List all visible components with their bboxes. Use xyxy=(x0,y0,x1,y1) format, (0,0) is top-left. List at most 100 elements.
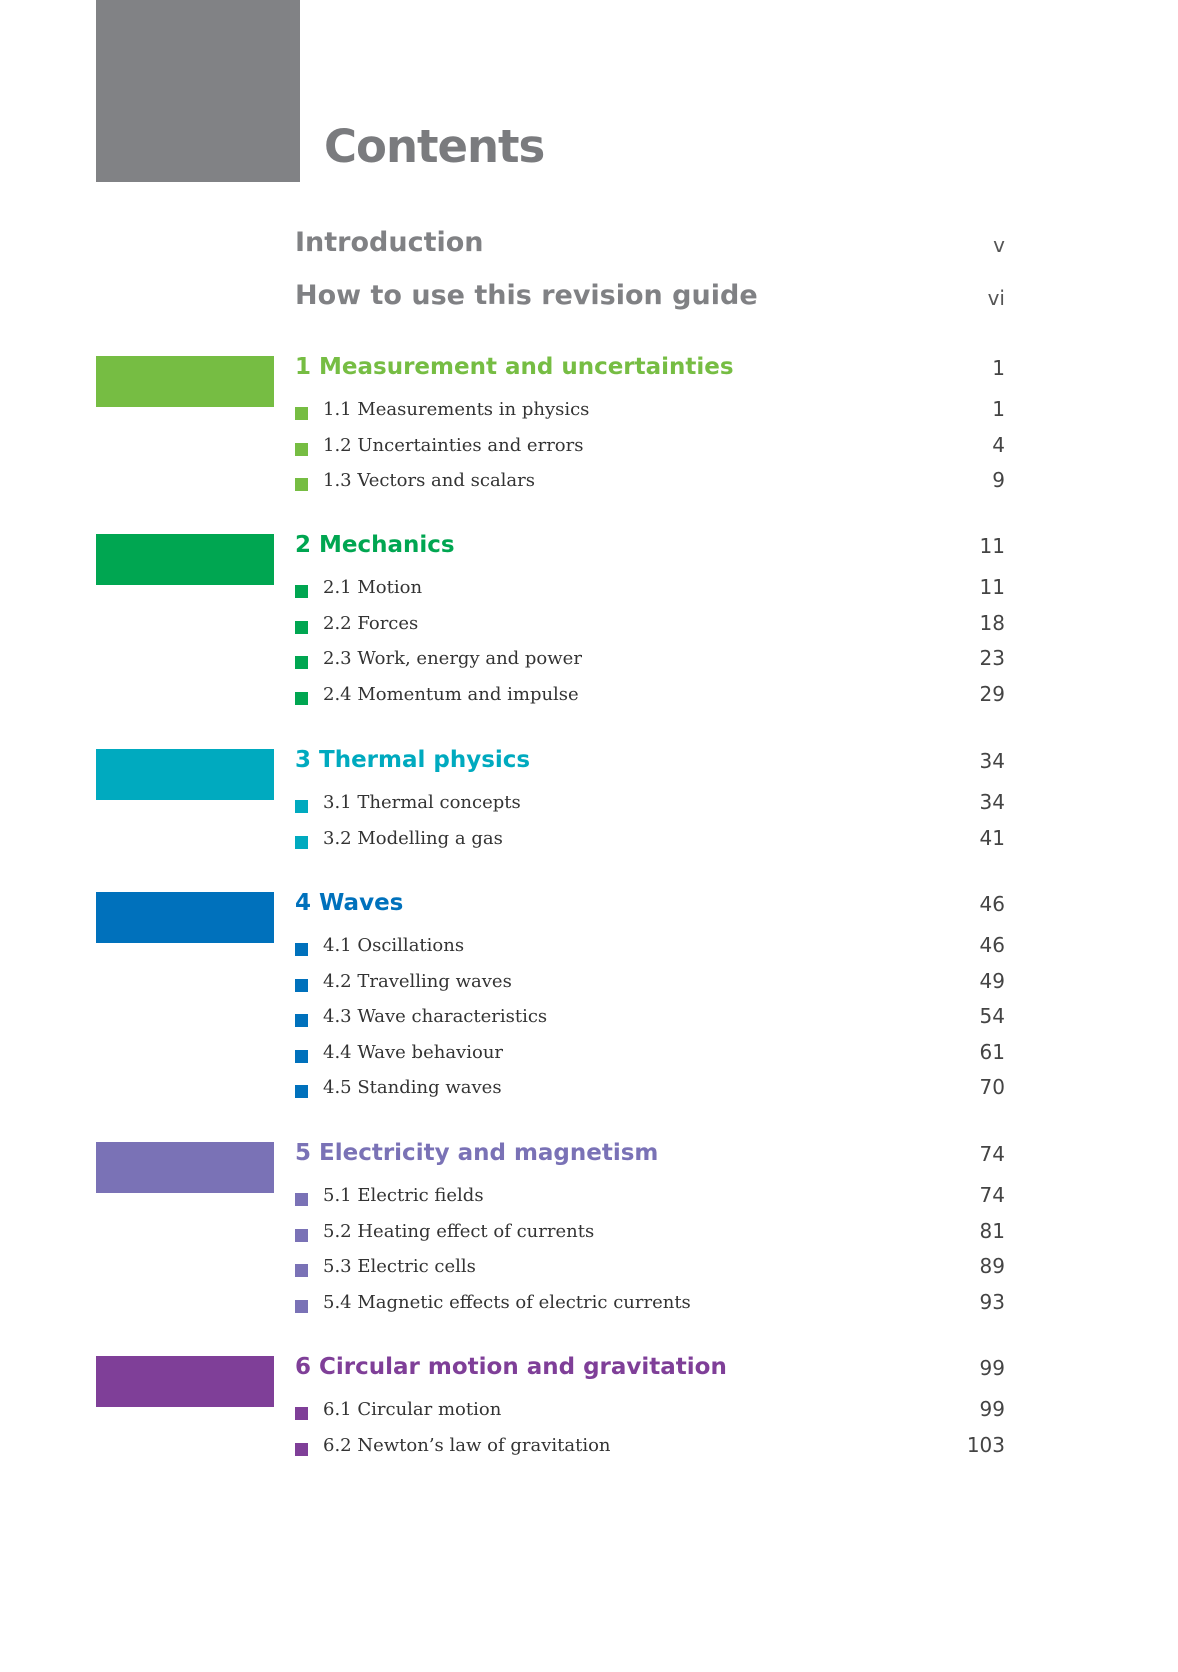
topic-row[interactable]: 2.2 Forces 18 xyxy=(295,610,1005,641)
entry-label: How to use this revision guide xyxy=(295,280,758,311)
topic-page: 41 xyxy=(979,825,1005,850)
bullet-square-icon xyxy=(295,978,308,992)
topic-row[interactable]: 5.4 Magnetic effects of electric current… xyxy=(295,1289,1005,1320)
chapter-page: 46 xyxy=(979,892,1005,916)
bullet-square-icon xyxy=(295,1442,308,1456)
chapter-heading[interactable]: 4 Waves 46 xyxy=(295,890,1005,916)
chapter-heading[interactable]: 1 Measurement and uncertainties 1 xyxy=(295,354,1005,380)
chapter-heading[interactable]: 2 Mechanics 11 xyxy=(295,532,1005,558)
topic-page: 93 xyxy=(979,1289,1005,1314)
topic-label: 3.2 Modelling a gas xyxy=(323,827,503,849)
topic-row[interactable]: 6.1 Circular motion 99 xyxy=(295,1397,1005,1427)
topic-row[interactable]: 2.1 Motion 11 xyxy=(295,575,1005,605)
topic-label: 2.2 Forces xyxy=(323,612,419,634)
bullet-square-icon xyxy=(295,478,308,491)
chapter-page: 11 xyxy=(979,534,1005,558)
chapter-page: 1 xyxy=(992,356,1005,380)
topic-label: 4.1 Oscillations xyxy=(323,935,465,956)
topic-row[interactable]: 2.3 Work, energy and power 23 xyxy=(295,646,1005,676)
chapter-color-bar xyxy=(96,892,274,943)
topic-label: 1.3 Vectors and scalars xyxy=(323,470,536,491)
chapter-title: 3 Thermal physics xyxy=(295,747,531,773)
topic-row[interactable]: 4.1 Oscillations 46 xyxy=(295,933,1005,963)
topic-page: 18 xyxy=(979,610,1005,635)
chapter-page: 74 xyxy=(979,1142,1005,1166)
topic-page: 54 xyxy=(979,1004,1005,1028)
topic-row[interactable]: 4.2 Travelling waves 49 xyxy=(295,969,1005,999)
entry-page: v xyxy=(993,233,1005,257)
entry-label: Introduction xyxy=(295,227,484,258)
topic-row[interactable]: 3.2 Modelling a gas 41 xyxy=(295,825,1005,856)
topic-row[interactable]: 6.2 Newton’s law of gravitation 103 xyxy=(295,1432,1005,1463)
chapter-heading[interactable]: 5 Electricity and magnetism 74 xyxy=(295,1140,1005,1166)
bullet-square-icon xyxy=(295,943,308,956)
topic-label: 2.3 Work, energy and power xyxy=(323,648,582,669)
topic-row[interactable]: 3.1 Thermal concepts 34 xyxy=(295,790,1005,820)
topic-row[interactable]: 5.1 Electric fields 74 xyxy=(295,1183,1005,1213)
topic-page: 4 xyxy=(992,432,1005,457)
bullet-square-icon xyxy=(295,691,308,705)
bullet-square-icon xyxy=(295,1264,308,1277)
bullet-square-icon xyxy=(295,1299,308,1313)
topic-page: 99 xyxy=(979,1397,1005,1421)
chapter-title: 5 Electricity and magnetism xyxy=(295,1140,659,1166)
topic-label: 1.1 Measurements in physics xyxy=(323,399,590,420)
topic-row[interactable]: 1.3 Vectors and scalars 9 xyxy=(295,468,1005,498)
topic-row[interactable]: 5.3 Electric cells 89 xyxy=(295,1254,1005,1284)
topic-row[interactable]: 1.1 Measurements in physics 1 xyxy=(295,397,1005,427)
chapter-heading[interactable]: 3 Thermal physics 34 xyxy=(295,747,1005,773)
chapter-color-bar xyxy=(96,534,274,585)
topic-page: 74 xyxy=(979,1183,1005,1207)
chapter-color-bar xyxy=(96,749,274,800)
chapter-title: 4 Waves xyxy=(295,890,404,916)
topic-label: 2.1 Motion xyxy=(323,577,423,598)
topic-label: 6.2 Newton’s law of gravitation xyxy=(323,1434,611,1456)
bullet-square-icon xyxy=(295,800,308,813)
bullet-square-icon xyxy=(295,442,308,456)
chapter-color-bar xyxy=(96,356,274,407)
toc-entry-how-to-use[interactable]: How to use this revision guide vi xyxy=(295,280,1005,311)
topic-page: 70 xyxy=(979,1075,1005,1099)
topic-page: 34 xyxy=(979,790,1005,814)
chapter-title: 6 Circular motion and gravitation xyxy=(295,1354,727,1380)
entry-page: vi xyxy=(987,286,1005,310)
topic-label: 5.4 Magnetic effects of electric current… xyxy=(323,1291,691,1313)
topic-row[interactable]: 5.2 Heating effect of currents 81 xyxy=(295,1218,1005,1249)
toc-entry-introduction[interactable]: Introduction v xyxy=(295,227,1005,258)
header-gray-block xyxy=(96,0,300,182)
bullet-square-icon xyxy=(295,1228,308,1242)
bullet-square-icon xyxy=(295,1085,308,1098)
topic-page: 23 xyxy=(979,646,1005,670)
topic-page: 81 xyxy=(979,1218,1005,1243)
bullet-square-icon xyxy=(295,407,308,420)
topic-page: 9 xyxy=(992,468,1005,492)
chapter-title: 2 Mechanics xyxy=(295,532,455,558)
bullet-square-icon xyxy=(295,1049,308,1063)
topic-label: 1.2 Uncertainties and errors xyxy=(323,434,584,456)
topic-page: 1 xyxy=(992,397,1005,421)
chapter-color-bar xyxy=(96,1142,274,1193)
topic-label: 2.4 Momentum and impulse xyxy=(323,683,579,705)
bullet-square-icon xyxy=(295,585,308,598)
page-title: Contents xyxy=(324,120,545,173)
topic-label: 4.2 Travelling waves xyxy=(323,970,512,992)
topic-label: 5.3 Electric cells xyxy=(323,1256,476,1277)
topic-row[interactable]: 4.3 Wave characteristics 54 xyxy=(295,1004,1005,1034)
topic-page: 29 xyxy=(979,681,1005,706)
topic-row[interactable]: 2.4 Momentum and impulse 29 xyxy=(295,681,1005,712)
topic-label: 5.2 Heating effect of currents xyxy=(323,1220,595,1242)
chapter-heading[interactable]: 6 Circular motion and gravitation 99 xyxy=(295,1354,1005,1380)
bullet-square-icon xyxy=(295,1193,308,1206)
bullet-square-icon xyxy=(295,835,308,849)
topic-label: 6.1 Circular motion xyxy=(323,1399,502,1420)
chapter-page: 34 xyxy=(979,749,1005,773)
topic-row[interactable]: 4.5 Standing waves 70 xyxy=(295,1075,1005,1105)
bullet-square-icon xyxy=(295,620,308,634)
topic-page: 46 xyxy=(979,933,1005,957)
topic-page: 11 xyxy=(979,575,1005,599)
topic-row[interactable]: 4.4 Wave behaviour 61 xyxy=(295,1040,1005,1070)
chapter-page: 99 xyxy=(979,1356,1005,1380)
topic-page: 103 xyxy=(966,1432,1005,1457)
topic-row[interactable]: 1.2 Uncertainties and errors 4 xyxy=(295,432,1005,463)
chapter-color-bar xyxy=(96,1356,274,1407)
